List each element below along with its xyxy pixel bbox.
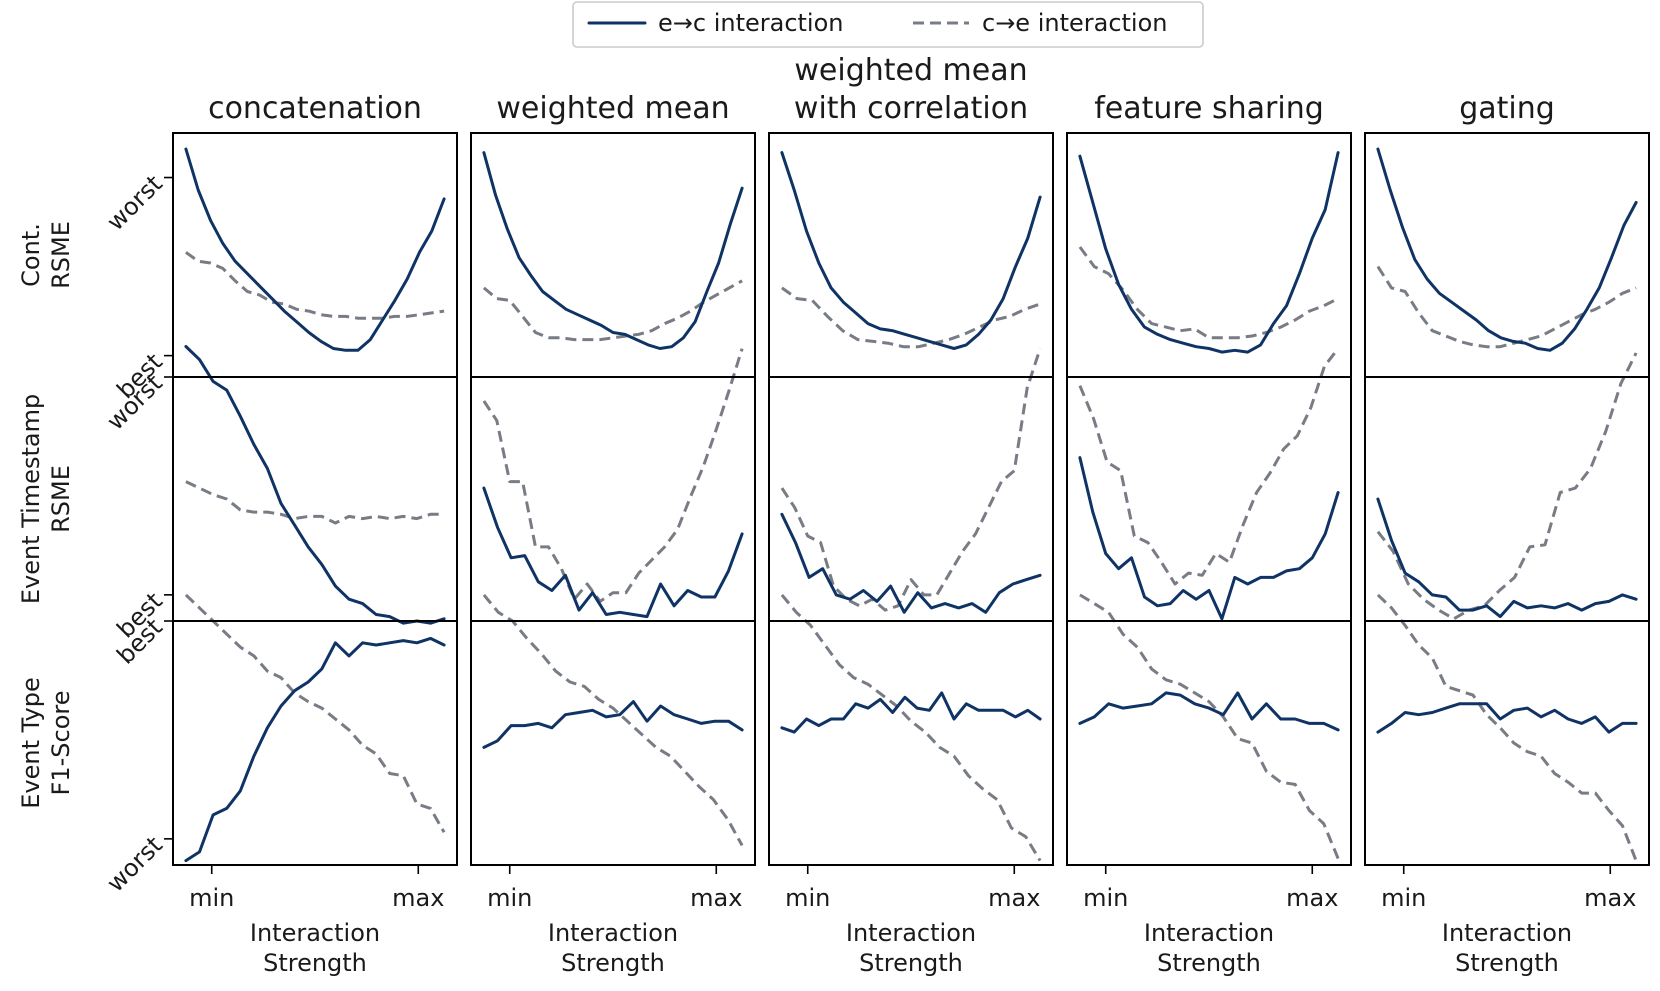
series-e2c-r1-c4 [1376, 497, 1638, 619]
panel-frame-r1-c1 [470, 376, 756, 622]
series-e2c-r2-c2 [780, 691, 1042, 734]
panel-r2-c0 [172, 593, 458, 866]
series-e2c-r1-c3 [1078, 456, 1340, 621]
row-label-text-0: Cont.RSME [17, 221, 75, 289]
panel-r2-c3 [1066, 593, 1352, 866]
panel-r1-c2 [768, 348, 1054, 622]
series-e2c-r0-c2 [780, 151, 1042, 350]
panel-frame-r2-c0 [172, 620, 458, 866]
legend-frame [572, 1, 1204, 48]
panel-r0-c2 [768, 132, 1054, 378]
panel-r1-c0 [172, 345, 458, 625]
series-c2e-r0-c0 [185, 251, 445, 320]
series-e2c-r0-c0 [184, 147, 446, 352]
series-c2e-r0-c2 [781, 286, 1041, 349]
series-e2c-r1-c1 [482, 486, 744, 619]
row-label-0: Cont.RSME [17, 221, 75, 289]
panel-r2-c1 [470, 593, 756, 866]
panel-frame-r1-c0 [172, 376, 458, 622]
panel-frame-r0-c3 [1066, 132, 1352, 378]
panel-r2-c2 [768, 593, 1054, 866]
panel-frame-r2-c3 [1066, 620, 1352, 866]
series-c2e-r1-c0 [185, 480, 445, 525]
series-c2e-r1-c3 [1078, 347, 1340, 586]
panel-r0-c4 [1364, 132, 1650, 378]
series-e2c-r2-c1 [482, 700, 744, 749]
series-c2e-r0-c4 [1376, 265, 1637, 349]
series-e2c-r2-c3 [1078, 691, 1340, 732]
panel-r0-c0 [172, 132, 458, 378]
x-tick-label-1-0: min [487, 884, 532, 912]
row-label-1: Event TimestampRSME [17, 394, 75, 604]
panel-r1-c1 [470, 348, 756, 622]
panel-frame-r1-c3 [1066, 376, 1352, 622]
x-tick-label-0-0: min [189, 884, 234, 912]
series-e2c-r2-c4 [1376, 702, 1638, 734]
series-c2e-r1-c4 [1376, 352, 1638, 621]
series-c2e-r2-c1 [482, 593, 744, 847]
x-tick-label-4-1: max [1584, 884, 1636, 912]
series-e2c-r0-c1 [482, 151, 744, 350]
y-tick-label-group-2-1: worst [101, 831, 168, 898]
series-e2c-r0-c3 [1078, 151, 1340, 354]
series-e2c-r1-c2 [780, 512, 1042, 614]
series-c2e-r2-c4 [1376, 593, 1638, 862]
x-tick-label-0-1: max [392, 884, 444, 912]
panel-frame-r0-c1 [470, 132, 756, 378]
x-axis-label-0: Interaction Strength [250, 919, 380, 977]
legend-label-c2e: c→e interaction [982, 9, 1168, 37]
x-axis-label-1: Interaction Strength [548, 919, 678, 977]
x-tick-label-1-1: max [690, 884, 742, 912]
row-label-text-1: Event TimestampRSME [17, 394, 75, 604]
series-e2c-r1-c0 [184, 345, 446, 625]
x-axis-label-3: Interaction Strength [1144, 919, 1274, 977]
y-tick-label-0-0: worst [101, 170, 168, 237]
panel-frame-r0-c2 [768, 132, 1054, 378]
series-e2c-r0-c4 [1376, 147, 1638, 352]
column-title-0: concatenation [208, 91, 422, 126]
series-e2c-r2-c0 [184, 636, 446, 863]
x-axis-label-4: Interaction Strength [1442, 919, 1572, 977]
row-label-2: Event TypeF1-Score [17, 677, 75, 809]
y-tick-label-2-1: worst [101, 831, 168, 898]
x-tick-label-3-1: max [1286, 884, 1338, 912]
series-c2e-r0-c3 [1078, 246, 1339, 340]
panel-frame-r2-c1 [470, 620, 756, 866]
x-tick-label-3-0: min [1083, 884, 1128, 912]
x-tick-label-2-1: max [988, 884, 1040, 912]
panel-grid: concatenation weighted mean weighted mean w… [17, 53, 1650, 977]
panel-frame-r2-c4 [1364, 620, 1650, 866]
panel-r0-c3 [1066, 132, 1352, 378]
legend-label-e2c: e→c interaction [658, 9, 844, 37]
column-title-2: weighted mean with correlation [794, 53, 1028, 126]
panel-r2-c4 [1364, 593, 1650, 866]
series-c2e-r1-c1 [482, 348, 744, 603]
x-tick-label-2-0: min [785, 884, 830, 912]
series-c2e-r0-c1 [482, 279, 743, 342]
series-c2e-r2-c0 [184, 593, 446, 834]
series-c2e-r1-c2 [780, 348, 1042, 612]
panel-frame-r0-c0 [172, 132, 458, 378]
x-axis-label-2: Interaction Strength [846, 919, 976, 977]
legend: e→c interaction c→e interaction [572, 1, 1204, 48]
x-tick-label-4-0: min [1381, 884, 1426, 912]
panel-r1-c4 [1364, 352, 1650, 622]
series-c2e-r2-c3 [1079, 593, 1340, 860]
y-tick-label-group-0-0: worst [101, 170, 168, 237]
row-label-text-2: Event TypeF1-Score [17, 677, 75, 809]
panel-r1-c3 [1066, 347, 1352, 622]
column-title-4: gating [1459, 91, 1555, 126]
column-title-3: feature sharing [1094, 91, 1324, 126]
series-c2e-r2-c2 [780, 593, 1042, 862]
panel-r0-c1 [470, 132, 756, 378]
column-title-1: weighted mean [496, 91, 729, 126]
panel-frame-r2-c2 [768, 620, 1054, 866]
